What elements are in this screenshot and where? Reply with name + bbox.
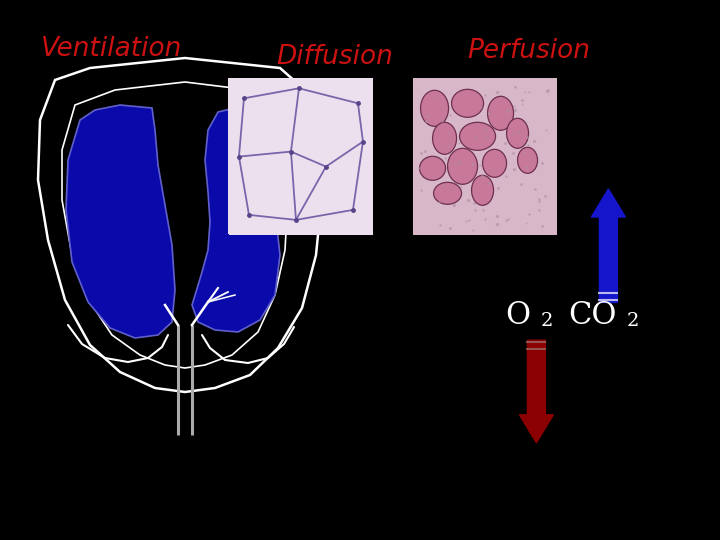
Ellipse shape (487, 96, 513, 130)
Ellipse shape (433, 183, 462, 204)
Text: 2: 2 (627, 312, 639, 330)
Text: CO: CO (568, 300, 617, 332)
Ellipse shape (459, 122, 495, 150)
FancyArrow shape (519, 340, 554, 443)
Ellipse shape (420, 156, 446, 180)
Ellipse shape (482, 149, 507, 177)
Ellipse shape (420, 90, 449, 126)
FancyArrow shape (591, 189, 626, 302)
Polygon shape (192, 108, 280, 332)
Ellipse shape (433, 122, 456, 154)
Ellipse shape (518, 147, 538, 173)
Bar (229, 78, 373, 235)
Ellipse shape (472, 176, 494, 205)
Ellipse shape (507, 118, 528, 149)
Ellipse shape (451, 89, 484, 117)
Text: Ventilation: Ventilation (41, 36, 182, 62)
Text: Perfusion: Perfusion (468, 38, 590, 64)
Text: O: O (505, 300, 531, 332)
Bar (413, 78, 557, 235)
Text: 2: 2 (541, 312, 553, 330)
Text: Diffusion: Diffusion (276, 44, 393, 70)
Ellipse shape (448, 148, 477, 184)
Polygon shape (66, 105, 175, 338)
Bar (228, 78, 372, 234)
